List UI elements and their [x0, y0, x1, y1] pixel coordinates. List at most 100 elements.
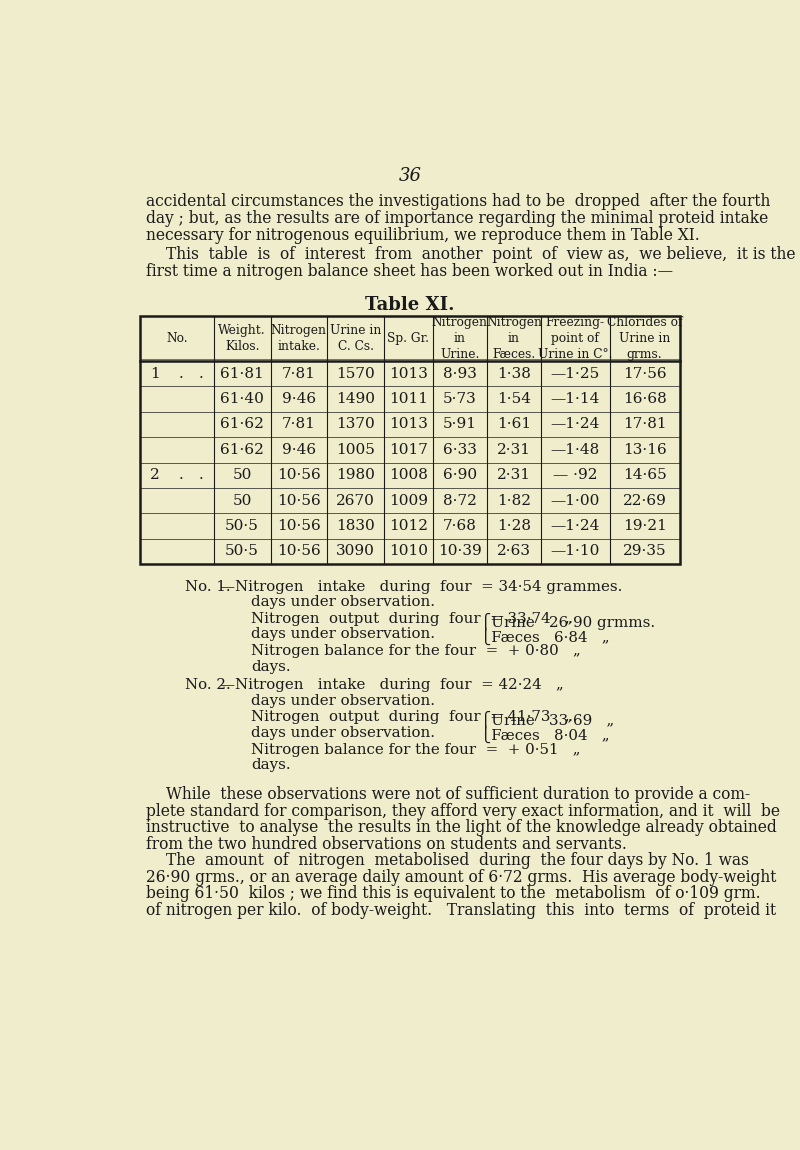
Text: 22·69: 22·69 [622, 493, 666, 507]
Text: 1490: 1490 [336, 392, 375, 406]
Text: — ·92: — ·92 [553, 468, 598, 482]
Text: 1·54: 1·54 [497, 392, 531, 406]
Text: Freezing-
point of
Urine in C°.: Freezing- point of Urine in C°. [538, 316, 613, 361]
Text: 1017: 1017 [389, 443, 428, 457]
Text: Chlorides of
Urine in
grms.: Chlorides of Urine in grms. [607, 316, 682, 361]
Text: 50·5: 50·5 [226, 519, 259, 534]
Text: 1013: 1013 [389, 367, 428, 381]
Text: 1012: 1012 [389, 519, 428, 534]
Text: day ; but, as the results are of importance regarding the minimal proteid intake: day ; but, as the results are of importa… [146, 210, 769, 227]
Text: Nitrogen
in
Fæces.: Nitrogen in Fæces. [486, 316, 542, 361]
Text: 36: 36 [398, 167, 422, 185]
Text: 50: 50 [233, 493, 252, 507]
Text: Nitrogen
in
Urine.: Nitrogen in Urine. [432, 316, 488, 361]
Text: 1·28: 1·28 [497, 519, 531, 534]
Text: .: . [178, 367, 183, 381]
Text: 1010: 1010 [389, 544, 428, 559]
Text: —1·25: —1·25 [550, 367, 600, 381]
Text: 1·61: 1·61 [497, 417, 531, 431]
Text: days under observation.: days under observation. [251, 693, 435, 707]
Text: ⎩Fæces   8·04   „: ⎩Fæces 8·04 „ [480, 726, 610, 743]
Text: instructive  to analyse  the results in the light of the knowledge already obtai: instructive to analyse the results in th… [146, 819, 778, 836]
Text: first time a nitrogen balance sheet has been worked out in India :—: first time a nitrogen balance sheet has … [146, 262, 674, 279]
Text: 17·81: 17·81 [623, 417, 666, 431]
Text: 6·90: 6·90 [442, 468, 477, 482]
Text: 9·46: 9·46 [282, 392, 316, 406]
Text: days under observation.: days under observation. [251, 628, 435, 642]
Text: This  table  is  of  interest  from  another  point  of  view as,  we believe,  : This table is of interest from another p… [166, 246, 795, 263]
Text: 17·56: 17·56 [623, 367, 666, 381]
Text: days under observation.: days under observation. [251, 595, 435, 610]
Text: 50·5: 50·5 [226, 544, 259, 559]
Text: 8·93: 8·93 [442, 367, 477, 381]
Text: 7·68: 7·68 [442, 519, 477, 534]
Text: Nitrogen balance for the four  =  + 0·51   „: Nitrogen balance for the four = + 0·51 „ [251, 743, 581, 757]
Text: Nitrogen  output  during  four  = 41·73   „: Nitrogen output during four = 41·73 „ [251, 711, 573, 724]
Text: .: . [198, 367, 203, 381]
Text: 1009: 1009 [389, 493, 428, 507]
Text: 2: 2 [150, 468, 160, 482]
Text: —1·10: —1·10 [550, 544, 600, 559]
Text: .: . [198, 468, 203, 482]
Text: Sp. Gr.: Sp. Gr. [387, 332, 430, 345]
Text: 50: 50 [233, 468, 252, 482]
Text: 1830: 1830 [336, 519, 375, 534]
Text: 16·68: 16·68 [622, 392, 666, 406]
Text: 2670: 2670 [336, 493, 375, 507]
Text: 1: 1 [150, 367, 160, 381]
Text: 5·91: 5·91 [442, 417, 477, 431]
Text: 19·21: 19·21 [622, 519, 666, 534]
Text: Urine in
C. Cs.: Urine in C. Cs. [330, 324, 382, 353]
Text: 7·81: 7·81 [282, 417, 316, 431]
Text: Nitrogen  output  during  four  = 33·74   „: Nitrogen output during four = 33·74 „ [251, 612, 573, 626]
Text: 7·81: 7·81 [282, 367, 316, 381]
Text: accidental circumstances the investigations had to be  dropped  after the fourth: accidental circumstances the investigati… [146, 193, 771, 210]
Text: 1570: 1570 [336, 367, 375, 381]
Text: 1370: 1370 [336, 417, 375, 431]
Text: 10·56: 10·56 [277, 519, 321, 534]
Text: 2·63: 2·63 [497, 544, 531, 559]
Text: plete standard for comparison, they afford very exact information, and it  will : plete standard for comparison, they affo… [146, 803, 781, 820]
Text: of nitrogen per kilo.  of body-weight.   Translating  this  into  terms  of  pro: of nitrogen per kilo. of body-weight. Tr… [146, 902, 777, 919]
Text: .: . [178, 468, 183, 482]
Text: While  these observations were not of sufficient duration to provide a com-: While these observations were not of suf… [166, 785, 750, 803]
Text: —1·14: —1·14 [550, 392, 600, 406]
Text: 13·16: 13·16 [622, 443, 666, 457]
Text: No.: No. [166, 332, 188, 345]
Text: 8·72: 8·72 [442, 493, 477, 507]
Text: 2·31: 2·31 [497, 468, 531, 482]
Text: days under observation.: days under observation. [251, 726, 435, 739]
Bar [140, 316, 680, 565]
Text: 6·33: 6·33 [442, 443, 477, 457]
Text: No. 1.: No. 1. [186, 580, 231, 593]
Text: —Nitrogen   intake   during  four  = 42·24   „: —Nitrogen intake during four = 42·24 „ [220, 678, 564, 692]
Text: necessary for nitrogenous equilibrium, we reproduce them in Table XI.: necessary for nitrogenous equilibrium, w… [146, 227, 700, 244]
Text: —1·24: —1·24 [550, 417, 600, 431]
Text: 10·56: 10·56 [277, 493, 321, 507]
Text: 14·65: 14·65 [622, 468, 666, 482]
Text: 2·31: 2·31 [497, 443, 531, 457]
Text: 61·40: 61·40 [220, 392, 264, 406]
Text: 1013: 1013 [389, 417, 428, 431]
Text: 61·81: 61·81 [220, 367, 264, 381]
Text: 10·56: 10·56 [277, 468, 321, 482]
Text: 61·62: 61·62 [220, 443, 264, 457]
Text: 1·38: 1·38 [497, 367, 531, 381]
Text: ⎧Urine   33·69   „: ⎧Urine 33·69 „ [480, 711, 614, 728]
Text: —1·24: —1·24 [550, 519, 600, 534]
Text: from the two hundred observations on students and servants.: from the two hundred observations on stu… [146, 836, 627, 852]
Text: 9·46: 9·46 [282, 443, 316, 457]
Text: ⎩Fæces   6·84   „: ⎩Fæces 6·84 „ [480, 628, 610, 645]
Text: 61·62: 61·62 [220, 417, 264, 431]
Text: 3090: 3090 [336, 544, 375, 559]
Text: being 61·50  kilos ; we find this is equivalent to the  metabolism  of o·109 grm: being 61·50 kilos ; we find this is equi… [146, 886, 761, 903]
Text: 5·73: 5·73 [443, 392, 477, 406]
Text: 1·82: 1·82 [497, 493, 531, 507]
Text: —1·48: —1·48 [550, 443, 600, 457]
Text: ⎧Urine   26·90 grmms.: ⎧Urine 26·90 grmms. [480, 612, 655, 630]
Text: 1008: 1008 [389, 468, 428, 482]
Text: —1·00: —1·00 [550, 493, 600, 507]
Text: Nitrogen balance for the four  =  + 0·80   „: Nitrogen balance for the four = + 0·80 „ [251, 644, 581, 658]
Text: days.: days. [251, 660, 290, 674]
Text: Nitrogen
intake.: Nitrogen intake. [271, 324, 327, 353]
